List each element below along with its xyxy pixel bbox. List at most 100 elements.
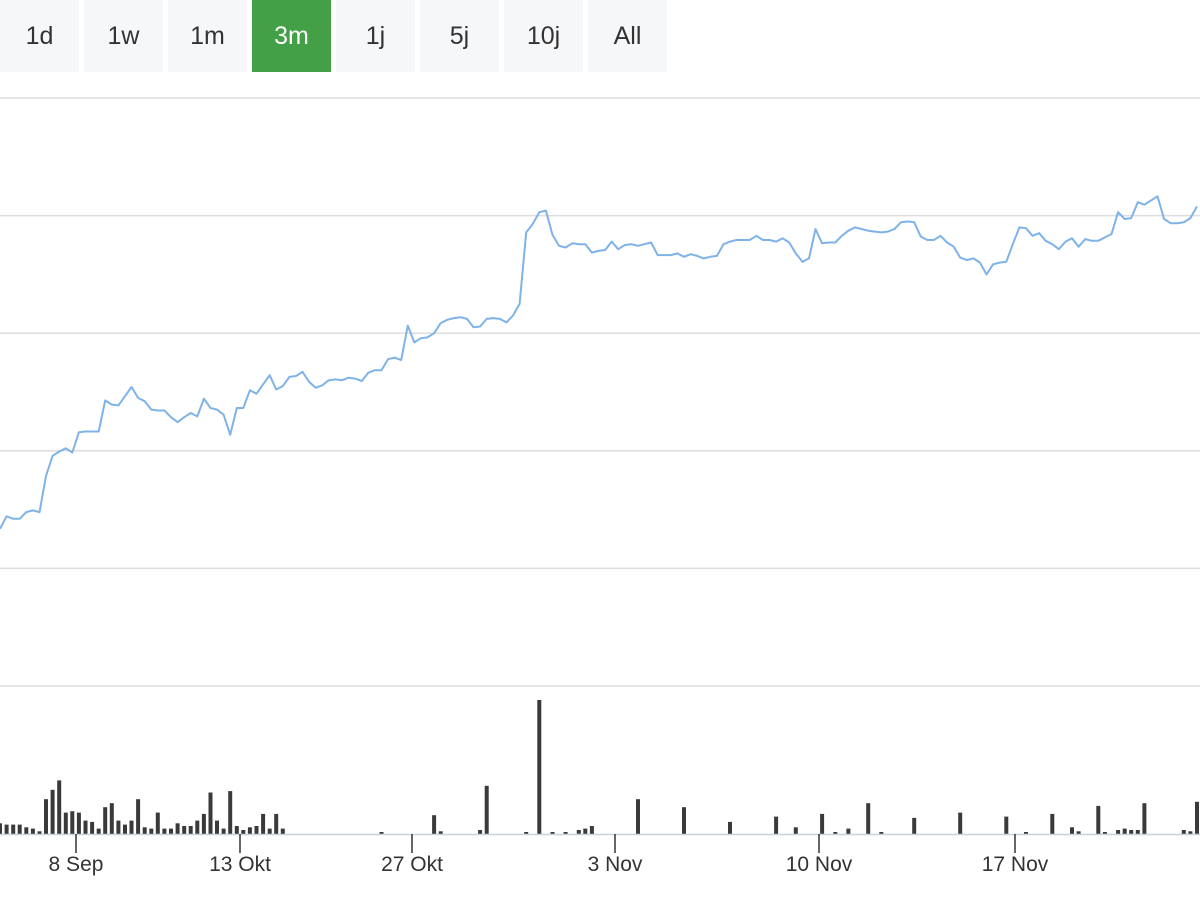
volume-bar	[247, 827, 252, 834]
volume-bar	[37, 831, 42, 834]
volume-bar	[793, 827, 798, 834]
volume-bar	[123, 824, 127, 834]
range-button-3m[interactable]: 3m	[252, 0, 331, 72]
volume-bar	[116, 820, 121, 834]
volume-bar	[182, 826, 187, 834]
volume-bar	[261, 813, 266, 834]
volume-bar	[636, 799, 640, 834]
volume-bar	[267, 828, 272, 834]
price-series-line	[0, 195, 1198, 530]
x-tick-label: 3 Nov	[588, 853, 643, 876]
volume-bar	[1181, 830, 1186, 834]
volume-bar	[234, 826, 239, 834]
volume-bar	[24, 827, 29, 834]
volume-bar	[682, 807, 686, 834]
range-button-1w[interactable]: 1w	[84, 0, 163, 72]
volume-bar	[155, 812, 160, 834]
volume-bar	[537, 700, 542, 834]
volume-bar	[1195, 801, 1199, 834]
volume-bar	[1050, 813, 1055, 834]
volume-bar	[774, 816, 779, 834]
volume-bar	[169, 828, 173, 834]
volume-bar	[103, 807, 108, 834]
volume-bar	[215, 820, 219, 834]
volume-bar	[1116, 830, 1121, 834]
x-tick-label: 8 Sep	[49, 853, 104, 876]
volume-bar	[833, 832, 838, 834]
x-tick-label: 17 Nov	[982, 853, 1049, 876]
volume-bar	[589, 826, 594, 834]
volume-bar	[1102, 832, 1107, 834]
volume-bar	[478, 830, 483, 834]
volume-bar	[432, 815, 437, 834]
volume-bar	[57, 780, 62, 834]
range-button-1j[interactable]: 1j	[336, 0, 415, 72]
volume-bar	[1004, 816, 1009, 834]
volume-bar	[109, 803, 114, 834]
volume-bar	[563, 832, 568, 834]
volume-bar	[188, 826, 193, 834]
volume-bar	[1076, 831, 1081, 834]
x-tick-label: 13 Okt	[209, 853, 271, 876]
volume-bar	[254, 826, 259, 834]
range-button-1m[interactable]: 1m	[168, 0, 247, 72]
range-button-all[interactable]: All	[588, 0, 667, 72]
volume-bar	[0, 823, 2, 834]
volume-bar	[728, 821, 732, 834]
volume-bar	[11, 824, 16, 834]
volume-bar	[484, 785, 489, 834]
volume-bar	[274, 813, 279, 834]
volume-bar	[1188, 831, 1193, 834]
volume-bar	[30, 828, 35, 834]
volume-bar	[208, 792, 213, 834]
x-tick-label: 10 Nov	[786, 853, 853, 876]
volume-bar	[175, 823, 180, 834]
volume-bar	[76, 812, 81, 834]
range-button-1d[interactable]: 1d	[0, 0, 79, 72]
volume-bar	[958, 812, 963, 834]
volume-bar	[550, 832, 555, 834]
volume-bar	[90, 821, 95, 834]
volume-bar	[142, 827, 147, 834]
volume-bar	[228, 791, 233, 834]
volume-bar	[280, 828, 285, 834]
volume-bar	[879, 832, 884, 834]
volume-bar	[1070, 827, 1074, 834]
volume-bar	[136, 799, 141, 834]
volume-bar	[1122, 828, 1127, 834]
volume-bar	[83, 820, 88, 834]
range-button-5j[interactable]: 5j	[420, 0, 499, 72]
volume-bar	[17, 824, 22, 834]
volume-bar	[1024, 832, 1028, 834]
volume-bar	[96, 828, 101, 834]
volume-bar	[4, 824, 9, 834]
volume-bar	[241, 830, 246, 834]
range-selector: 1d 1w 1m 3m 1j 5j 10j All	[0, 0, 667, 72]
volume-bar	[866, 803, 871, 834]
volume-bar	[846, 828, 851, 834]
volume-bar	[1142, 803, 1147, 834]
volume-bar	[195, 820, 200, 834]
volume-bar	[1096, 805, 1101, 834]
volume-bar	[1135, 830, 1140, 834]
volume-bar	[379, 832, 384, 834]
volume-bar	[162, 828, 167, 834]
volume-bar	[524, 832, 529, 834]
volume-bar	[1129, 830, 1134, 834]
volume-bar	[576, 830, 581, 834]
x-tick-label: 27 Okt	[381, 853, 443, 876]
range-button-10j[interactable]: 10j	[504, 0, 583, 72]
volume-bar	[149, 828, 154, 834]
volume-bar	[820, 813, 825, 834]
volume-bar	[50, 789, 55, 834]
volume-bar	[221, 828, 226, 834]
volume-bar	[63, 812, 68, 834]
volume-bar	[201, 813, 206, 834]
volume-bar	[583, 828, 588, 834]
volume-bar	[44, 799, 48, 834]
volume-bar	[70, 811, 75, 834]
volume-bar	[912, 817, 917, 834]
volume-bar	[438, 831, 443, 834]
volume-bar	[129, 820, 134, 834]
